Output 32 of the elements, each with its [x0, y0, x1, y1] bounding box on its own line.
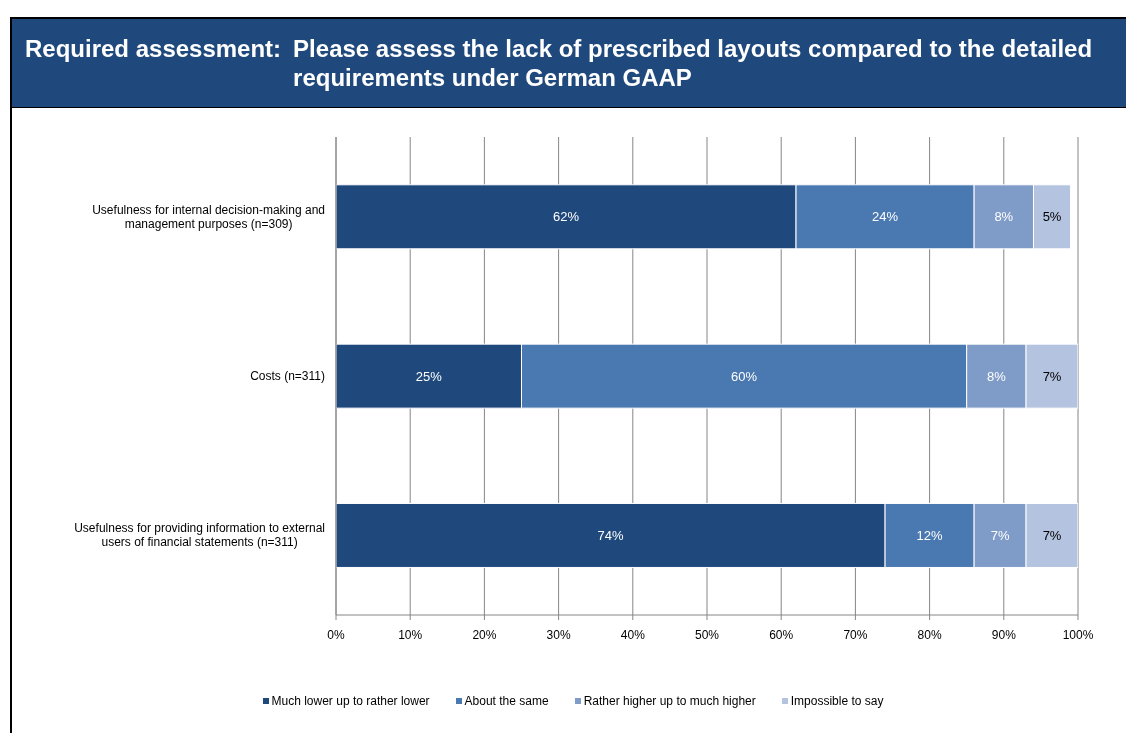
legend-label: Much lower up to rather lower: [271, 694, 430, 708]
data-label: 62%: [553, 209, 580, 225]
legend-label: About the same: [464, 694, 549, 708]
x-tick-label: 100%: [1062, 627, 1094, 642]
data-label: 7%: [1042, 528, 1062, 544]
y-tick-label: Usefulness for internal decision-making and management purposes (n=309): [92, 202, 325, 231]
data-label: 74%: [597, 528, 624, 544]
x-tick-label: 30%: [546, 627, 571, 642]
y-tick-label: Usefulness for providing information to external users of financial statements (n=311): [74, 521, 325, 550]
x-tick-label: 70%: [843, 627, 868, 642]
x-tick-label: 40%: [620, 627, 646, 642]
data-label: 8%: [994, 209, 1014, 225]
y-tick-label: Costs (n=311): [250, 369, 325, 383]
x-tick-label: 10%: [398, 627, 423, 642]
x-tick-label: 20%: [472, 627, 497, 642]
data-label: 24%: [872, 209, 899, 225]
chart-title: Required assessment:: [25, 34, 282, 64]
x-tick-label: 80%: [917, 627, 942, 642]
legend-label: Impossible to say: [790, 694, 884, 708]
x-tick-label: 0%: [327, 627, 345, 642]
data-label: 5%: [1042, 209, 1062, 225]
data-label: 8%: [986, 368, 1007, 384]
data-label: 25%: [415, 368, 443, 384]
data-label: 7%: [1042, 368, 1062, 384]
x-tick-label: 60%: [769, 627, 794, 642]
data-label: 7%: [990, 528, 1010, 544]
x-tick-label: 50%: [694, 627, 720, 642]
x-tick-label: 90%: [991, 627, 1017, 642]
data-label: 60%: [731, 368, 758, 384]
data-label: 12%: [916, 528, 944, 544]
chart-subtitle: Please assess the lack of prescribed layouts compared to the detailed requirements under German GAAP: [293, 34, 1094, 92]
legend-label: Rather higher up to much higher: [583, 694, 756, 708]
